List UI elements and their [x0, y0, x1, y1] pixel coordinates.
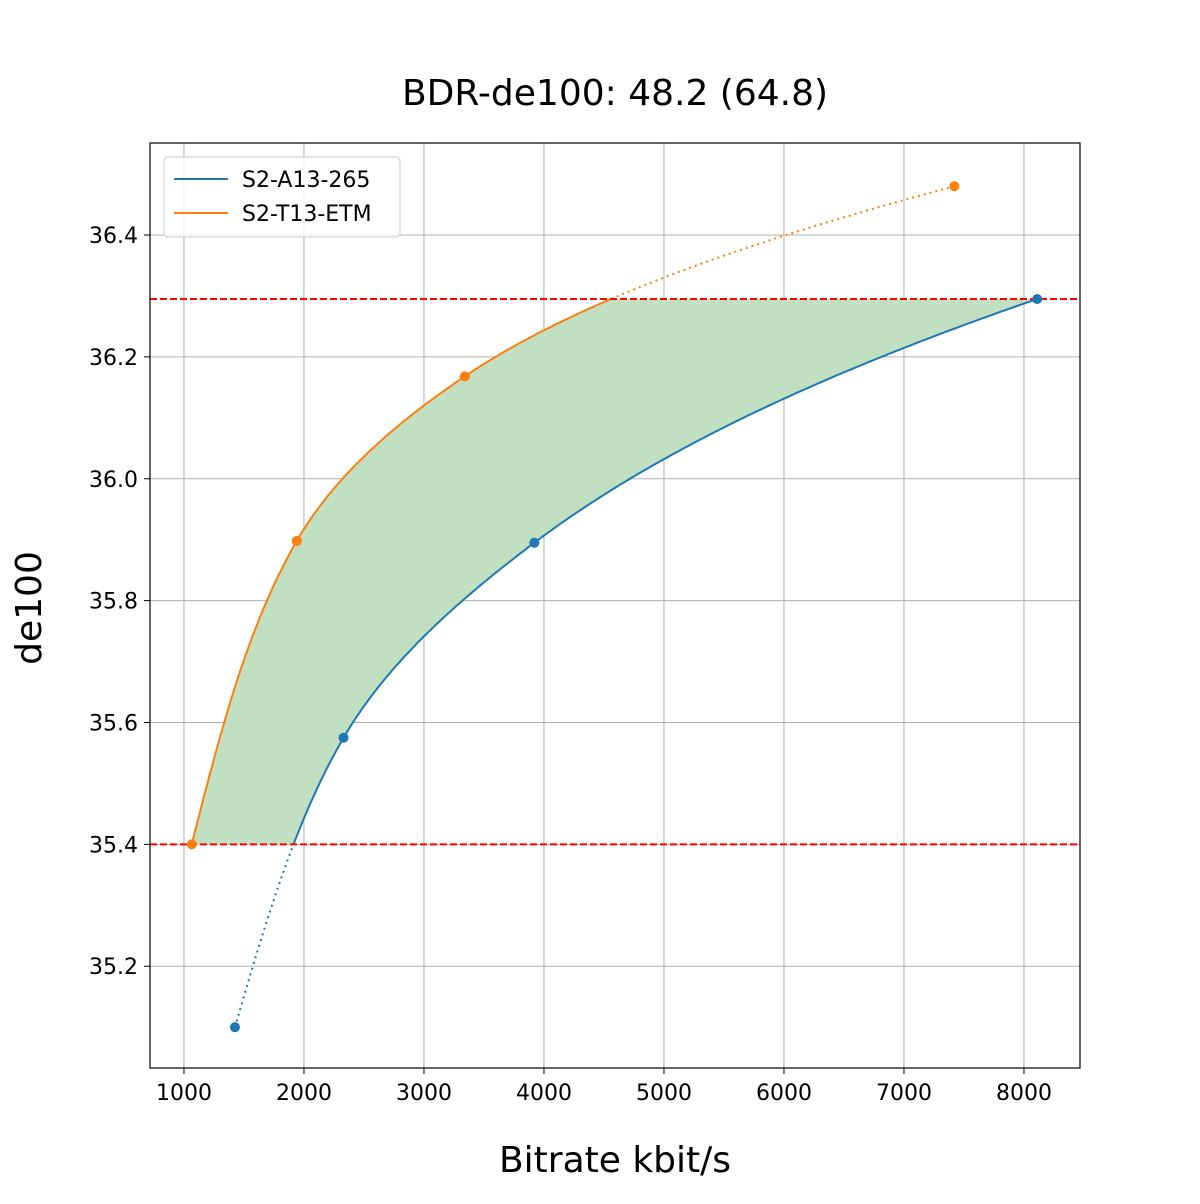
series-line-solid: [292, 298, 1038, 845]
x-tick-label: 3000: [396, 1081, 452, 1106]
x-tick-label: 2000: [276, 1081, 332, 1106]
data-point: [529, 537, 540, 548]
data-points: [186, 181, 1043, 1033]
series-line-dotted: [234, 844, 295, 1028]
x-tick-label: 5000: [636, 1081, 692, 1106]
y-tick-label: 35.6: [89, 711, 138, 736]
y-tick-label: 35.8: [89, 590, 138, 615]
fill-polygon: [191, 299, 1038, 845]
x-axis-label: Bitrate kbit/s: [499, 1140, 731, 1181]
y-tick-label: 36.0: [89, 468, 138, 493]
y-tick-label: 35.4: [89, 833, 138, 858]
plot-frame: [149, 142, 1081, 1069]
fill-area: [191, 299, 1038, 845]
legend-label: S2-A13-265: [242, 168, 370, 193]
chart-title: BDR-de100: 48.2 (64.8): [402, 73, 828, 114]
data-point: [459, 371, 470, 382]
ticks: 1000 2000 3000 4000 5000 6000 7000 8000 35.2 35.4…: [89, 224, 1052, 1106]
y-tick-label: 35.2: [89, 955, 138, 980]
x-tick-label: 8000: [996, 1081, 1052, 1106]
x-tick-label: 4000: [516, 1081, 572, 1106]
y-tick-label: 36.4: [89, 224, 138, 249]
data-point: [338, 732, 349, 743]
reference-lines: [150, 297, 1080, 846]
data-point: [229, 1022, 240, 1033]
data-point: [186, 839, 197, 850]
series-line-solid: [190, 298, 612, 845]
x-tick-label: 1000: [156, 1081, 212, 1106]
series-line-dotted: [610, 185, 955, 300]
data-point: [1032, 293, 1043, 304]
curves: [190, 185, 1038, 1028]
y-axis-label: de100: [9, 551, 50, 665]
legend-label: S2-T13-ETM: [242, 202, 372, 227]
data-point: [291, 535, 302, 546]
data-point: [949, 181, 960, 192]
x-tick-label: 7000: [876, 1081, 932, 1106]
y-tick-label: 36.2: [89, 346, 138, 371]
x-tick-label: 6000: [756, 1081, 812, 1106]
legend: S2-A13-265 S2-T13-ETM: [163, 156, 401, 238]
